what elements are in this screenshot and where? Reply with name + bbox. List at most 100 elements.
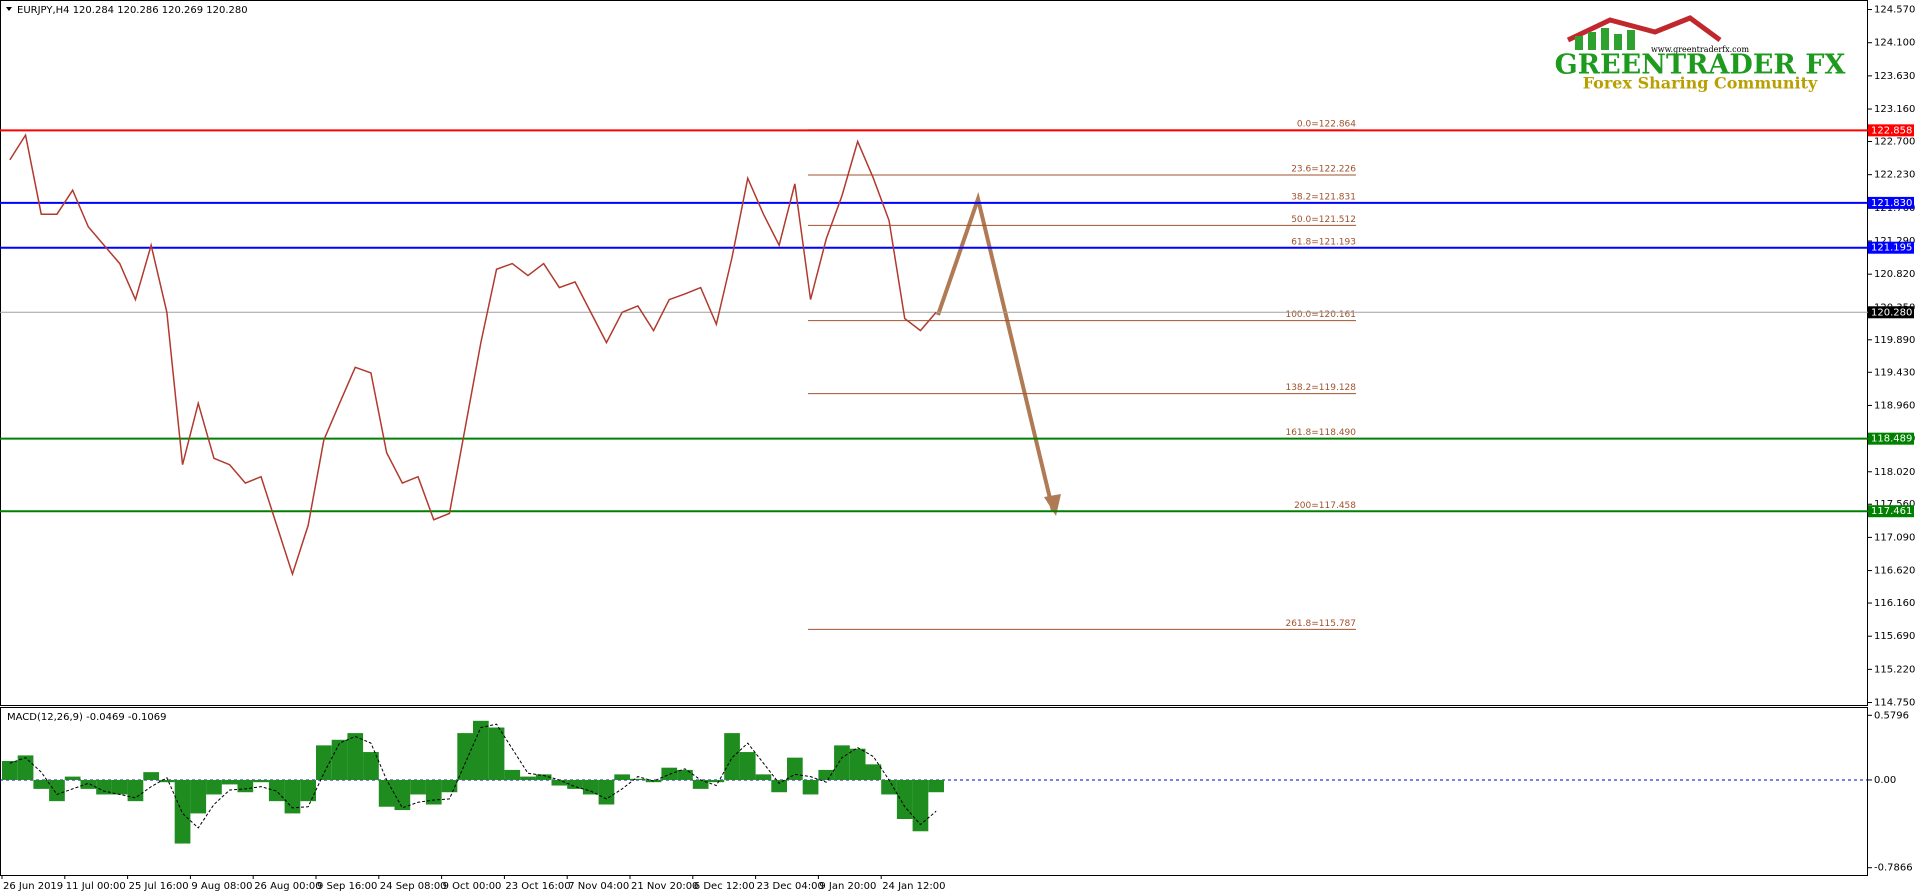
macd-bar [567, 779, 583, 789]
y-tick-label: 116.620 [1874, 566, 1915, 577]
macd-bar [630, 778, 646, 780]
macd-bar [457, 733, 473, 780]
macd-bar [614, 774, 630, 780]
logo-url: www.greentraderfx.com [1651, 45, 1750, 54]
logo-name: GREENTRADER FX [1555, 50, 1846, 81]
price-line [9, 133, 937, 577]
macd-bar [912, 779, 929, 832]
macd-bar [64, 776, 81, 780]
price-level-label: 117.461 [1871, 506, 1912, 517]
macd-bar [331, 739, 348, 780]
chart-title: EURJPY,H4 120.284 120.286 120.269 120.28… [17, 5, 248, 16]
fib-label: 50.0=121.512 [1291, 215, 1356, 225]
macd-bar [535, 774, 552, 780]
y-tick-label: 123.160 [1874, 104, 1915, 115]
x-tick-label: 23 Dec 04:00 [757, 881, 824, 892]
y-tick-label: -0.7866 [1874, 863, 1913, 874]
y-tick-label: 124.100 [1874, 38, 1915, 49]
x-tick-label: 26 Jun 2019 [3, 881, 63, 892]
macd-bar [551, 779, 568, 786]
fib-label: 200=117.458 [1294, 501, 1356, 511]
macd-bar [708, 779, 725, 783]
macd-bar [111, 779, 128, 795]
y-tick-label: 117.090 [1874, 532, 1915, 543]
y-tick-label: 117.560 [1874, 499, 1915, 510]
macd-bar [896, 779, 913, 819]
macd-bar [363, 752, 379, 780]
macd-bar [410, 779, 426, 795]
fib-label: 100.0=120.161 [1285, 310, 1356, 320]
y-tick-label: 119.430 [1874, 367, 1915, 378]
macd-bar [347, 733, 364, 780]
y-tick-label: 122.230 [1874, 170, 1915, 181]
macd-bar [190, 779, 207, 814]
macd-bar [802, 779, 819, 795]
price-level-box [1868, 196, 1914, 209]
macd-bar [206, 779, 222, 795]
macd-bar [378, 779, 395, 807]
macd-bar [174, 779, 191, 844]
price-level-label: 122.858 [1871, 125, 1912, 136]
macd-bar [928, 779, 944, 793]
macd-bar [300, 779, 316, 802]
x-tick-label: 26 Aug 00:00 [254, 881, 321, 892]
x-tick-label: 23 Oct 16:00 [505, 881, 570, 892]
y-tick-label: 122.700 [1874, 137, 1915, 148]
price-level-label: 121.195 [1871, 243, 1912, 254]
fib-label: 0.0=122.864 [1297, 119, 1356, 129]
forecast-arrow [936, 191, 1055, 512]
macd-bar [284, 779, 301, 814]
macd-bar [755, 774, 772, 780]
macd-bar [881, 779, 897, 795]
macd-bar [221, 779, 238, 785]
fib-label: 161.8=118.490 [1285, 428, 1356, 438]
logo: www.greentraderfx.com GREENTRADER FX For… [1555, 15, 1846, 93]
y-tick-label: 121.290 [1874, 236, 1915, 247]
macd-title: MACD(12,26,9) -0.0469 -0.1069 [7, 712, 167, 723]
x-tick-label: 9 Jan 20:00 [819, 881, 876, 892]
macd-bar [2, 760, 18, 780]
price-level-box [1868, 505, 1914, 518]
fib-label: 23.6=122.226 [1291, 164, 1356, 174]
macd-bar [865, 764, 882, 780]
macd-bar [473, 720, 489, 780]
macd-bar [520, 776, 536, 780]
macd-bar [80, 779, 97, 789]
macd-bar [33, 779, 50, 789]
y-tick-label: 123.630 [1874, 71, 1915, 82]
x-tick-label: 11 Jul 00:00 [66, 881, 126, 892]
logo-bar [1601, 28, 1609, 50]
logo-bar [1588, 32, 1596, 50]
x-tick-label: 9 Oct 00:00 [443, 881, 502, 892]
price-level-box [1868, 124, 1914, 137]
price-level-label: 121.830 [1871, 198, 1912, 209]
y-tick-label: 119.890 [1874, 335, 1915, 346]
macd-bar [818, 769, 835, 780]
macd-bar [582, 779, 599, 795]
x-tick-label: 6 Dec 12:00 [694, 881, 755, 892]
macd-bar [253, 779, 269, 783]
x-tick-label: 9 Sep 16:00 [317, 881, 377, 892]
x-tick-label: 24 Sep 08:00 [380, 881, 447, 892]
price-level-box [1868, 241, 1914, 254]
x-tick-label: 21 Nov 20:00 [631, 881, 698, 892]
logo-bar [1627, 30, 1635, 50]
price-level-label: 120.280 [1871, 307, 1912, 318]
macd-bar [237, 779, 254, 793]
price-level-label: 118.489 [1871, 434, 1912, 445]
macd-bar [159, 779, 175, 783]
macd-bar [661, 767, 678, 780]
logo-tagline: Forex Sharing Community [1583, 74, 1818, 93]
macd-bar [127, 779, 144, 802]
y-tick-label: 118.020 [1874, 467, 1915, 478]
macd-bar [488, 727, 505, 780]
y-tick-label: 115.220 [1874, 664, 1915, 675]
macd-bar [598, 779, 615, 805]
logo-bar [1575, 36, 1583, 50]
y-tick-label: 115.690 [1874, 631, 1915, 642]
y-tick-label: 118.960 [1874, 400, 1915, 411]
macd-bar [425, 779, 442, 805]
y-tick-label: 116.160 [1874, 598, 1915, 609]
macd-bar [771, 779, 787, 793]
